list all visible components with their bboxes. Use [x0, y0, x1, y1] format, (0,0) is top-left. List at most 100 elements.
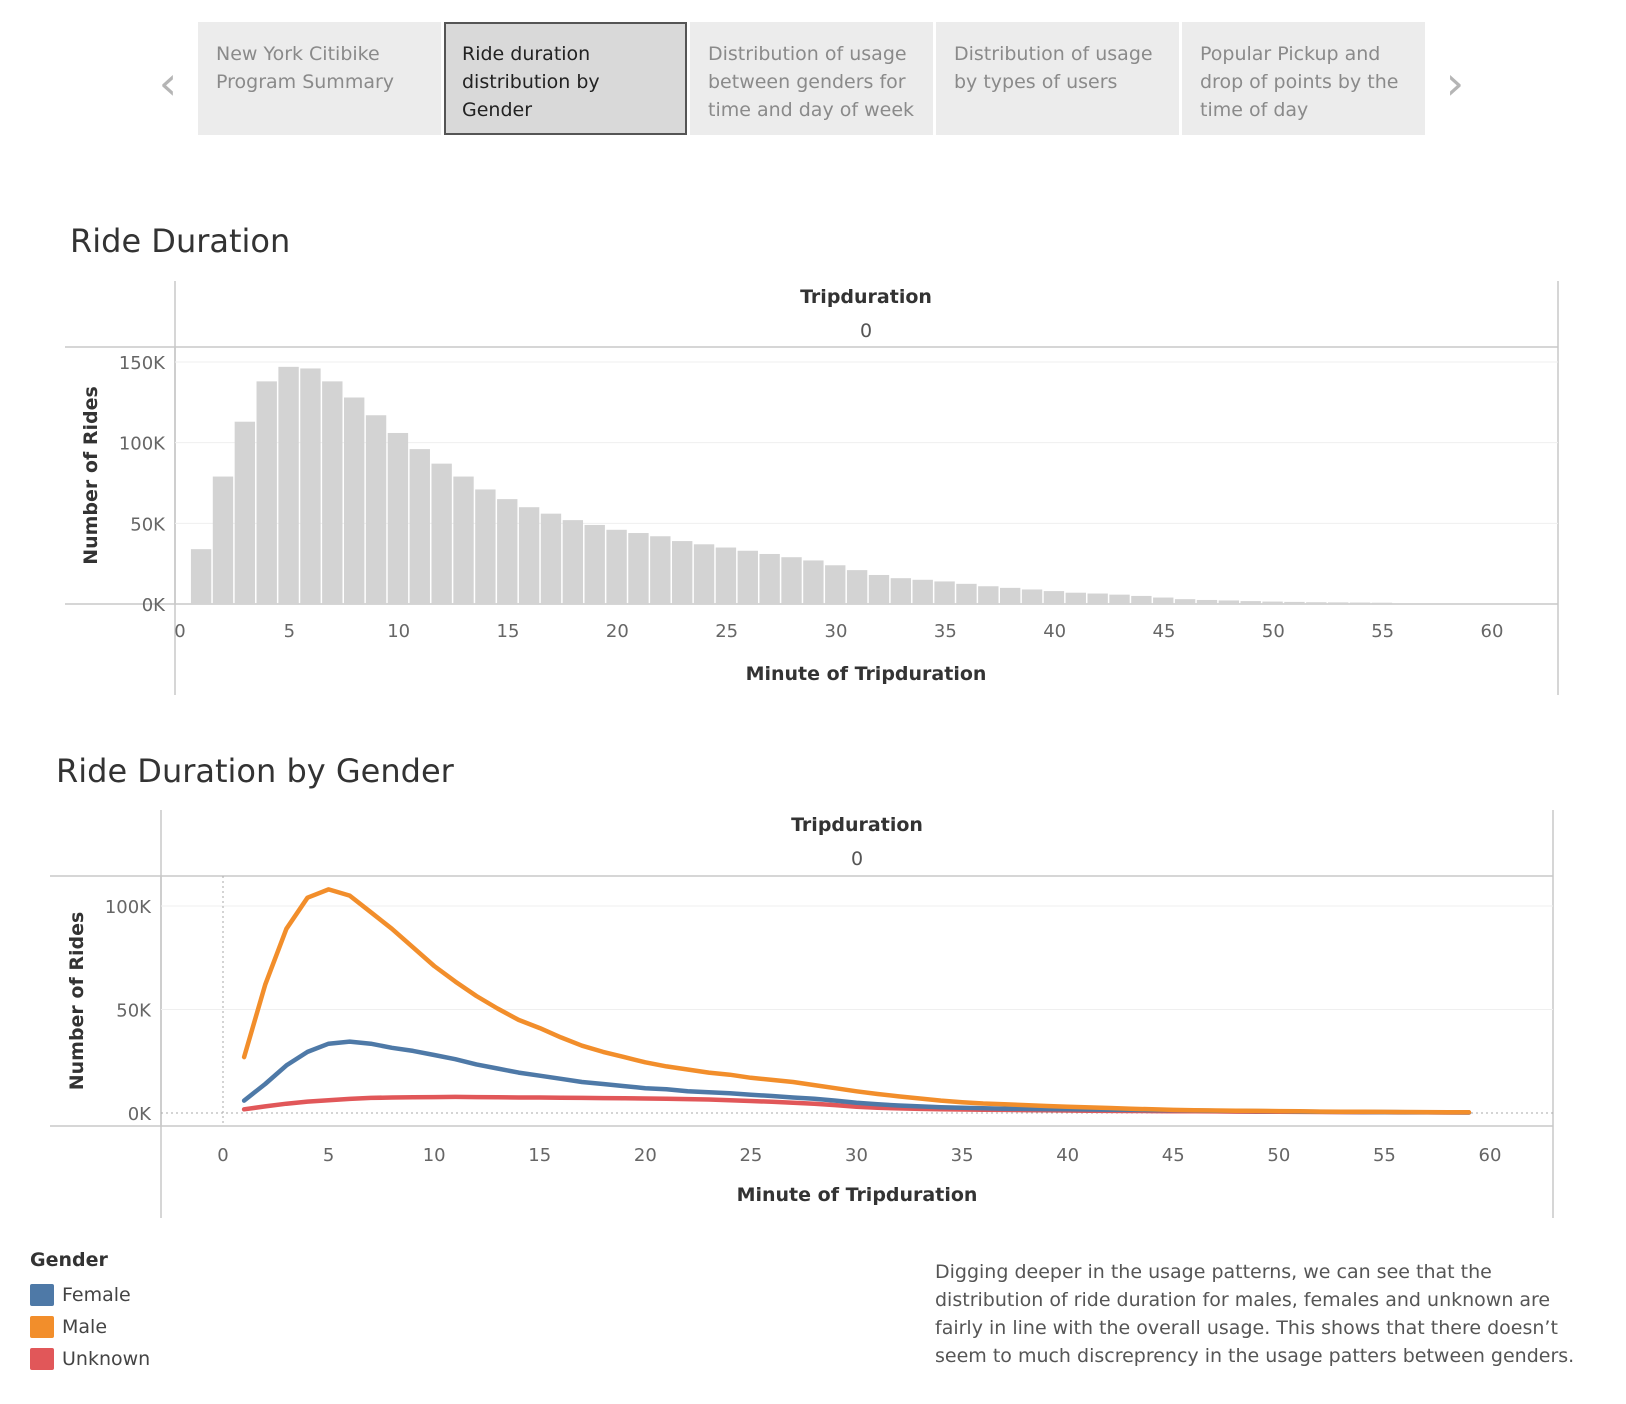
legend-item-male[interactable]: Male: [30, 1311, 150, 1343]
histogram-bar: [497, 499, 518, 604]
legend-label: Male: [62, 1316, 108, 1338]
histogram-bar: [344, 397, 365, 604]
x-tick-label: 5: [323, 1145, 334, 1166]
gender-legend: Gender Female Male Unknown: [30, 1249, 150, 1375]
legend-title: Gender: [30, 1249, 108, 1271]
histogram-bar: [1131, 595, 1152, 604]
histogram-bar: [912, 579, 933, 604]
x-axis-title: Minute of Tripduration: [737, 1184, 978, 1206]
x-tick-label: 45: [1162, 1145, 1185, 1166]
histogram-bar: [825, 565, 846, 604]
histogram-bar: [1240, 601, 1261, 604]
histogram-bar: [1043, 591, 1065, 604]
histogram-bar: [562, 520, 584, 604]
histogram-bar: [1306, 602, 1327, 604]
histogram-bar: [387, 432, 409, 604]
x-tick-label: 20: [606, 621, 629, 642]
y-axis-title: Number of Rides: [80, 386, 102, 565]
story-point-pickup-dropoff[interactable]: Popular Pickup and drop of points by the…: [1182, 22, 1425, 135]
histogram-bar: [409, 449, 430, 604]
histogram-bar: [1349, 602, 1371, 604]
x-tick-label: 25: [715, 621, 738, 642]
legend-label: Unknown: [62, 1348, 151, 1370]
caption-text: Digging deeper in the usage patterns, we…: [935, 1261, 1575, 1367]
histogram-bar: [628, 533, 649, 604]
legend-item-unknown[interactable]: Unknown: [30, 1343, 150, 1375]
histogram-bar: [956, 583, 977, 604]
chevron-right-icon: ›: [1445, 56, 1465, 110]
histogram-bar: [475, 489, 496, 604]
column-value: 0: [851, 848, 863, 870]
x-tick-label: 40: [1056, 1145, 1079, 1166]
histogram-bar: [868, 574, 890, 604]
histogram-bar: [256, 381, 277, 604]
x-tick-label: 20: [634, 1145, 657, 1166]
histogram-bar: [693, 544, 715, 604]
histogram-bar: [1000, 587, 1021, 604]
x-tick-label: 50: [1262, 621, 1285, 642]
legend-swatch-unknown: [30, 1348, 54, 1370]
y-tick-label: 0K: [142, 595, 166, 616]
histogram-bar: [1174, 599, 1196, 604]
story-point-usage-user-types[interactable]: Distribution of usage by types of users: [936, 22, 1179, 135]
histogram-bar: [431, 463, 452, 604]
x-tick-label: 10: [423, 1145, 446, 1166]
prev-story-button[interactable]: ‹: [148, 58, 188, 108]
histogram-bar: [650, 536, 671, 604]
x-tick-label: 55: [1373, 1145, 1396, 1166]
column-header: Tripduration: [800, 286, 932, 308]
story-point-usage-genders-time[interactable]: Distribution of usage between genders fo…: [690, 22, 933, 135]
histogram-bar: [1262, 601, 1283, 604]
histogram-bar: [934, 581, 955, 604]
y-tick-label: 50K: [130, 514, 166, 535]
histogram-bar: [1065, 592, 1086, 604]
ride-duration-by-gender-chart: Tripduration 0 Minute of Tripduration Numbe…: [50, 810, 1554, 1218]
x-tick-label: 35: [934, 621, 957, 642]
histogram-bar: [518, 507, 540, 604]
y-axis-title: Number of Rides: [66, 912, 88, 1091]
x-tick-label: 0: [174, 621, 185, 642]
story-point-program-summary[interactable]: New York Citibike Program Summary: [198, 22, 441, 135]
histogram-bar: [300, 368, 321, 604]
x-tick-label: 40: [1043, 621, 1066, 642]
histogram-bar: [1328, 602, 1349, 604]
histogram-bar: [846, 570, 868, 604]
series-line-female: [241, 1039, 1472, 1115]
next-story-button[interactable]: ›: [1435, 58, 1475, 108]
legend-swatch-male: [30, 1316, 54, 1338]
legend-label: Female: [62, 1284, 131, 1306]
x-tick-label: 50: [1267, 1145, 1290, 1166]
x-tick-label: 60: [1481, 621, 1504, 642]
x-tick-label: 10: [387, 621, 410, 642]
histogram-bar: [1196, 599, 1218, 604]
histogram-bar: [978, 586, 999, 604]
chevron-left-icon: ‹: [158, 56, 178, 110]
histogram-bar: [1109, 594, 1130, 604]
histogram-bar: [278, 366, 299, 604]
ride-duration-histogram: Tripduration 0 Minute of Tripduration Numbe…: [65, 281, 1559, 695]
x-tick-label: 45: [1153, 621, 1176, 642]
x-tick-label: 30: [845, 1145, 868, 1166]
histogram-bar: [234, 421, 256, 604]
histogram-bar: [365, 415, 387, 604]
y-tick-label: 0K: [128, 1104, 152, 1125]
x-tick-label: 15: [528, 1145, 551, 1166]
histogram-bar: [1371, 602, 1393, 604]
x-tick-label: 60: [1479, 1145, 1502, 1166]
column-value: 0: [860, 320, 872, 342]
histogram-bar: [781, 557, 802, 604]
story-point-ride-duration-gender[interactable]: Ride duration distribution by Gender: [444, 22, 687, 135]
histogram-bar: [803, 560, 824, 604]
chart1-title: Ride Duration: [70, 222, 291, 260]
y-tick-label: 50K: [116, 1001, 152, 1022]
legend-swatch-female: [30, 1284, 54, 1306]
x-tick-label: 5: [284, 621, 295, 642]
x-tick-label: 25: [739, 1145, 762, 1166]
y-tick-label: 100K: [105, 897, 152, 918]
x-tick-label: 30: [825, 621, 848, 642]
legend-item-female[interactable]: Female: [30, 1279, 150, 1311]
histogram-bar: [759, 553, 780, 604]
histogram-bar: [1087, 593, 1108, 604]
x-tick-label: 35: [951, 1145, 974, 1166]
histogram-bar: [1021, 589, 1043, 604]
